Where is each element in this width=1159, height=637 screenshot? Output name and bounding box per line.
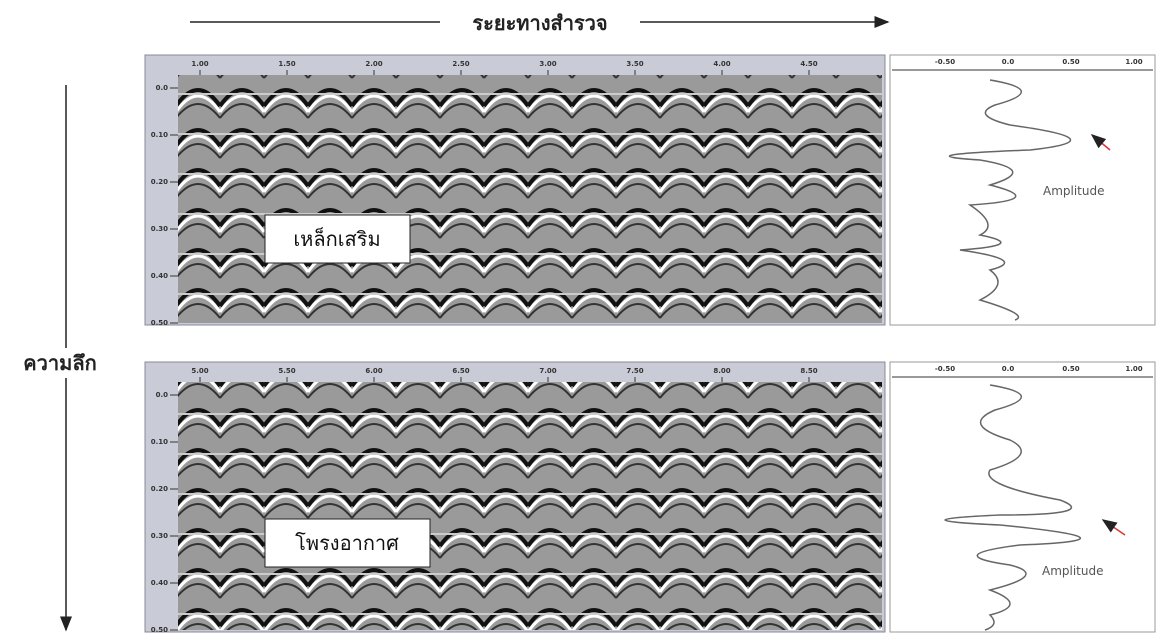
y-tick-label: 0.50 [151, 319, 168, 327]
amp-pointer [1090, 134, 1111, 151]
radargram [178, 75, 882, 323]
amp-pointer [1101, 519, 1126, 536]
y-tick-label: 0.40 [151, 579, 168, 587]
label-box [264, 518, 431, 568]
feature-label: โพรงอากาศ [295, 531, 399, 555]
y-tick-label: 0.40 [151, 272, 168, 280]
y-tick-label: 0.30 [151, 225, 168, 233]
y-tick-label: 0.0 [156, 391, 169, 399]
amp-trace [944, 384, 1082, 631]
amp-label: Amplitude [1043, 184, 1105, 198]
x-tick-label: 6.50 [452, 367, 469, 375]
x-tick-label: 3.00 [539, 60, 556, 68]
x-tick-label: 4.50 [800, 60, 817, 68]
x-tick-label: 2.50 [452, 60, 469, 68]
amp-tick-label: 0.0 [1002, 58, 1015, 66]
x-tick-label: 6.00 [365, 367, 382, 375]
x-tick-label: 1.00 [191, 60, 208, 68]
amp-frame [889, 54, 1156, 326]
x-tick-label: 8.50 [800, 367, 817, 375]
x-tick-label: 2.00 [365, 60, 382, 68]
y-tick-label: 0.30 [151, 532, 168, 540]
x-tick-label: 7.00 [539, 367, 556, 375]
y-tick-label: 0.20 [151, 178, 168, 186]
title-bg [440, 8, 640, 36]
feature-label: เหล็กเสริม [293, 226, 380, 251]
y-tick-label: 0.0 [156, 84, 169, 92]
amp-tick-label: 0.50 [1062, 365, 1079, 373]
y-tick-label: 0.10 [151, 438, 168, 446]
amp-frame [889, 361, 1156, 633]
x-tick-label: 7.50 [626, 367, 643, 375]
x-tick-label: 5.00 [191, 367, 208, 375]
y-tick-label: 0.50 [151, 626, 168, 634]
x-tick-label: 5.50 [278, 367, 295, 375]
label-box [264, 214, 411, 264]
amp-tick-label: 0.0 [1002, 365, 1015, 373]
amp-tick-label: 1.00 [1125, 365, 1142, 373]
amp-tick-label: 0.50 [1062, 58, 1079, 66]
title: ระยะทางสำรวจ [472, 11, 607, 35]
depth-bg [2, 348, 142, 378]
y-tick-label: 0.10 [151, 131, 168, 139]
amp-tick-label: -0.50 [935, 58, 955, 66]
x-tick-label: 4.00 [713, 60, 730, 68]
x-tick-label: 3.50 [626, 60, 643, 68]
x-tick-label: 8.00 [713, 367, 730, 375]
amp-label: Amplitude [1042, 564, 1104, 578]
amp-tick-label: 1.00 [1125, 58, 1142, 66]
amp-tick-label: -0.50 [935, 365, 955, 373]
radargram [178, 382, 882, 630]
depth-label: ความลึก [23, 351, 96, 375]
x-tick-label: 1.50 [278, 60, 295, 68]
amp-trace [948, 79, 1072, 321]
y-tick-label: 0.20 [151, 485, 168, 493]
